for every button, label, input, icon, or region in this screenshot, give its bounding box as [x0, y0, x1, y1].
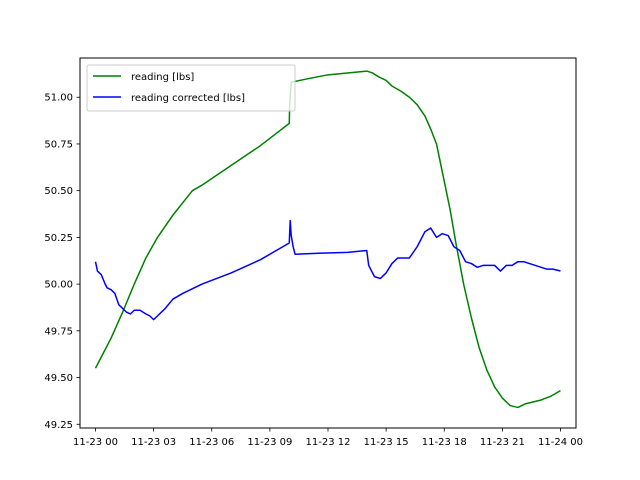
x-tick-label: 11-23 09	[247, 437, 292, 448]
x-tick-label: 11-23 18	[422, 437, 467, 448]
x-tick-label: 11-23 15	[364, 437, 409, 448]
x-tick-label: 11-23 03	[131, 437, 176, 448]
y-tick-label: 50.75	[44, 139, 73, 150]
plot-area	[80, 58, 576, 428]
x-tick-label: 11-23 12	[306, 437, 351, 448]
y-tick-label: 49.50	[44, 373, 73, 384]
y-tick-label: 49.25	[44, 420, 73, 431]
legend-box	[86, 64, 296, 112]
y-tick-label: 50.00	[44, 280, 73, 291]
x-tick-label: 11-23 06	[189, 437, 234, 448]
y-tick-label: 49.75	[44, 326, 73, 337]
series-line-1	[94, 70, 561, 409]
legend-label-1: reading [lbs]	[131, 72, 194, 83]
x-tick-label: 11-23 21	[480, 437, 525, 448]
legend: reading [lbs] reading corrected [lbs]	[86, 64, 296, 112]
y-tick-label: 50.50	[44, 186, 73, 197]
series-layer	[94, 70, 561, 409]
legend-label-2: reading corrected [lbs]	[131, 93, 245, 104]
y-axis: 49.25 49.50 49.75 50.00 50.25 50.50 50.75 51.00	[44, 93, 80, 431]
x-axis: 11-23 00 11-23 03 11-23 06 11-23 09 11-23 12…	[73, 428, 583, 448]
x-tick-label: 11-24 00	[538, 437, 583, 448]
series-line-2	[94, 219, 561, 321]
y-tick-label: 51.00	[44, 93, 73, 104]
x-tick-label: 11-23 00	[73, 437, 118, 448]
y-tick-label: 50.25	[44, 233, 73, 244]
